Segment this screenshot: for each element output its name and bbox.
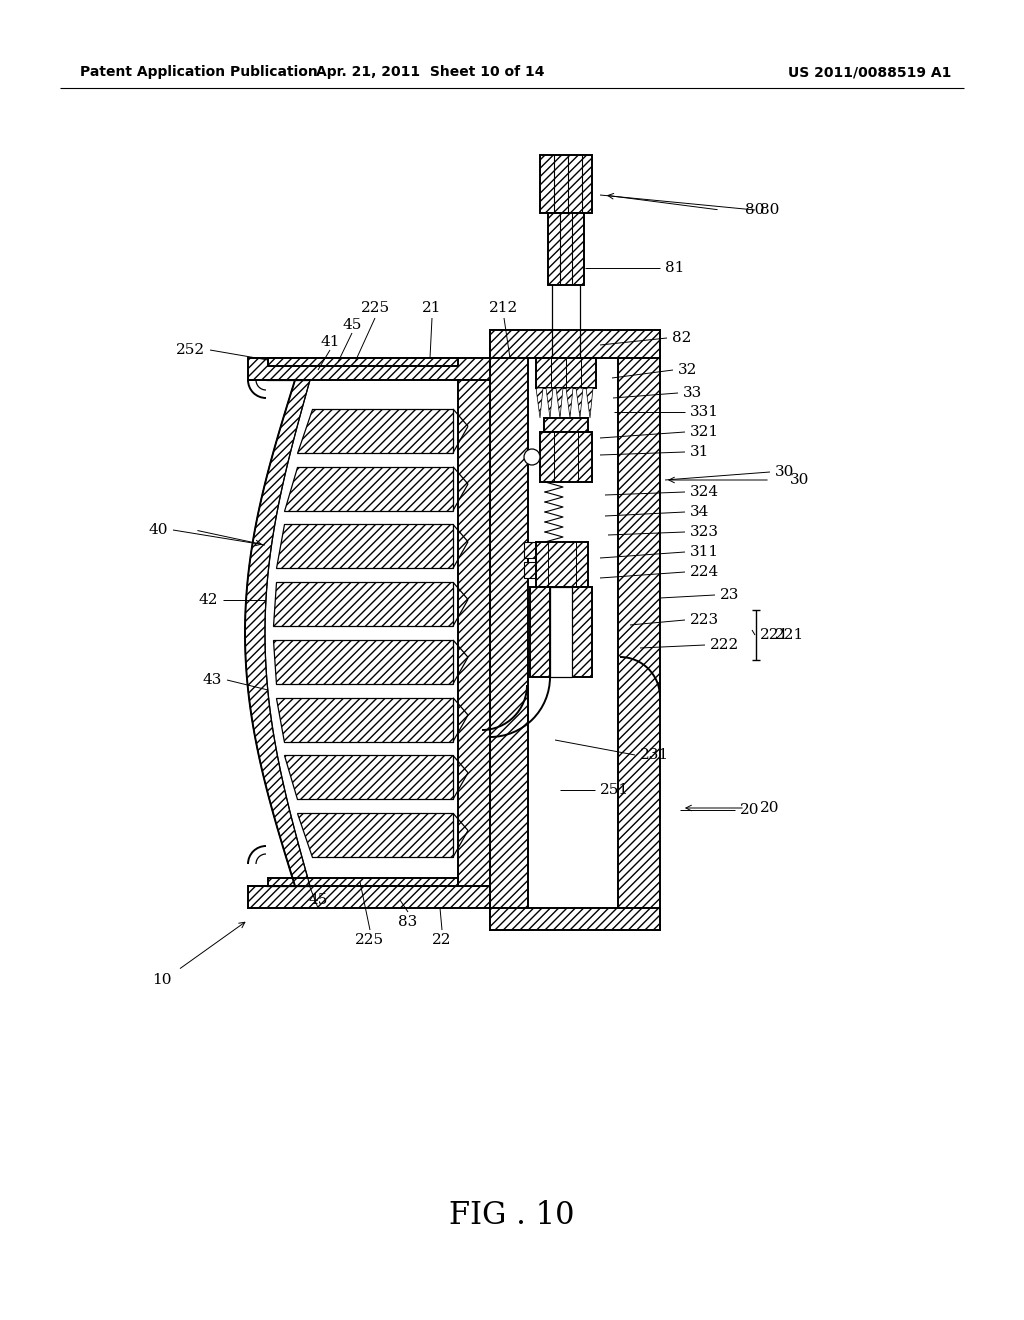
Text: 43: 43 bbox=[203, 673, 222, 686]
Text: FIG . 10: FIG . 10 bbox=[450, 1200, 574, 1230]
Bar bbox=[490, 330, 660, 358]
Bar bbox=[248, 358, 490, 380]
Text: 224: 224 bbox=[690, 565, 719, 579]
Polygon shape bbox=[284, 467, 453, 511]
Polygon shape bbox=[546, 388, 553, 418]
Text: 32: 32 bbox=[678, 363, 697, 378]
Bar bbox=[618, 330, 660, 931]
Text: 225: 225 bbox=[355, 933, 385, 946]
Text: 221: 221 bbox=[760, 628, 790, 642]
Bar bbox=[524, 543, 538, 558]
Text: 31: 31 bbox=[690, 445, 710, 459]
Bar bbox=[536, 543, 588, 587]
Text: 323: 323 bbox=[690, 525, 719, 539]
Text: 231: 231 bbox=[640, 748, 669, 762]
Bar bbox=[490, 908, 660, 931]
Text: 80: 80 bbox=[760, 203, 779, 216]
Polygon shape bbox=[556, 388, 563, 418]
Polygon shape bbox=[284, 755, 453, 800]
Text: Patent Application Publication: Patent Application Publication bbox=[80, 65, 317, 79]
Text: 45: 45 bbox=[308, 894, 328, 907]
Text: 221: 221 bbox=[775, 628, 804, 642]
Text: 45: 45 bbox=[342, 318, 361, 333]
Text: 41: 41 bbox=[321, 335, 340, 348]
Text: 331: 331 bbox=[690, 405, 719, 418]
Bar bbox=[572, 587, 592, 677]
Text: 324: 324 bbox=[690, 484, 719, 499]
Text: 251: 251 bbox=[600, 783, 629, 797]
Bar bbox=[268, 878, 458, 886]
Text: 20: 20 bbox=[760, 801, 779, 814]
Text: 10: 10 bbox=[153, 973, 172, 987]
Polygon shape bbox=[275, 524, 453, 569]
Bar bbox=[544, 418, 588, 432]
Text: 30: 30 bbox=[790, 473, 809, 487]
Polygon shape bbox=[275, 698, 453, 742]
Bar bbox=[550, 587, 572, 677]
Polygon shape bbox=[297, 409, 453, 453]
Bar bbox=[248, 886, 490, 908]
Text: 252: 252 bbox=[176, 343, 205, 356]
Polygon shape bbox=[536, 388, 543, 418]
Polygon shape bbox=[245, 380, 310, 886]
Text: 225: 225 bbox=[360, 301, 389, 315]
Text: Apr. 21, 2011  Sheet 10 of 14: Apr. 21, 2011 Sheet 10 of 14 bbox=[315, 65, 544, 79]
Text: 212: 212 bbox=[489, 301, 518, 315]
Text: 40: 40 bbox=[148, 523, 168, 537]
Bar bbox=[548, 213, 584, 285]
Polygon shape bbox=[586, 388, 593, 418]
Bar bbox=[268, 358, 458, 366]
Bar bbox=[540, 432, 592, 482]
Text: 33: 33 bbox=[683, 385, 702, 400]
Text: 42: 42 bbox=[199, 593, 218, 607]
Text: 82: 82 bbox=[672, 331, 691, 345]
Text: 222: 222 bbox=[710, 638, 739, 652]
Text: 34: 34 bbox=[690, 506, 710, 519]
Text: 20: 20 bbox=[740, 803, 760, 817]
Text: 23: 23 bbox=[720, 587, 739, 602]
Polygon shape bbox=[273, 640, 453, 684]
Text: 22: 22 bbox=[432, 933, 452, 946]
Polygon shape bbox=[297, 813, 453, 857]
Text: 21: 21 bbox=[422, 301, 441, 315]
Polygon shape bbox=[575, 388, 583, 418]
Text: 80: 80 bbox=[745, 203, 764, 216]
Text: US 2011/0088519 A1: US 2011/0088519 A1 bbox=[788, 65, 951, 79]
Text: 321: 321 bbox=[690, 425, 719, 440]
Text: 311: 311 bbox=[690, 545, 719, 558]
Bar bbox=[530, 587, 550, 677]
Polygon shape bbox=[566, 388, 573, 418]
Bar bbox=[490, 330, 528, 931]
Text: 30: 30 bbox=[775, 465, 795, 479]
Bar bbox=[524, 562, 538, 578]
Bar bbox=[458, 380, 490, 886]
Text: 223: 223 bbox=[690, 612, 719, 627]
Text: 83: 83 bbox=[398, 915, 418, 929]
Bar bbox=[540, 154, 592, 213]
Polygon shape bbox=[273, 582, 453, 626]
Text: 81: 81 bbox=[665, 261, 684, 275]
Bar bbox=[536, 358, 596, 388]
Circle shape bbox=[524, 449, 540, 465]
